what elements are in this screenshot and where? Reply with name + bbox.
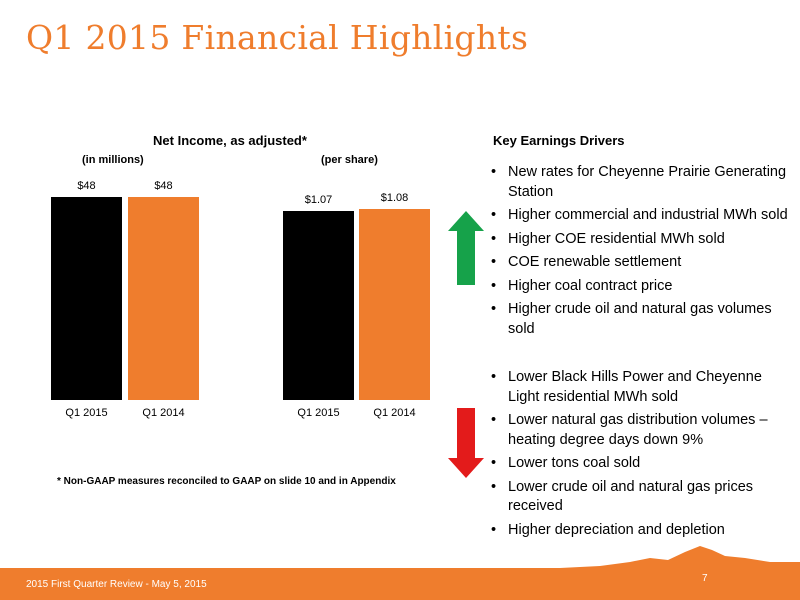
x-label-q1-2015-millions: Q1 2015 <box>65 407 108 419</box>
value-label-q1-2014-per-share: $1.08 <box>380 192 409 205</box>
list-item: Higher commercial and industrial MWh sol… <box>491 206 791 226</box>
list-item: Lower natural gas distribution volumes –… <box>491 411 791 450</box>
footer-bar <box>0 568 800 600</box>
chart-title: Net Income, as adjusted* <box>153 133 307 148</box>
bar-q1-2014-millions <box>128 197 199 400</box>
list-item: Lower Black Hills Power and Cheyenne Lig… <box>491 368 791 407</box>
positive-drivers-list: New rates for Cheyenne Prairie Generatin… <box>491 163 791 343</box>
chart-unit-millions: (in millions) <box>82 154 144 166</box>
drivers-heading: Key Earnings Drivers <box>493 133 625 148</box>
non-gaap-footnote: * Non-GAAP measures reconciled to GAAP o… <box>57 476 396 487</box>
bar-q1-2014-per-share <box>359 209 430 400</box>
value-label-q1-2015-millions: $48 <box>77 180 96 192</box>
bar-q1-2015-millions <box>51 197 122 400</box>
x-label-q1-2014-per-share: Q1 2014 <box>373 407 416 419</box>
up-arrow-icon <box>448 211 484 285</box>
chart-unit-per-share: (per share) <box>321 154 378 166</box>
footer-date: 2015 First Quarter Review - May 5, 2015 <box>26 579 207 590</box>
list-item: COE renewable settlement <box>491 253 791 273</box>
list-item: Lower crude oil and natural gas prices r… <box>491 478 791 517</box>
value-label-q1-2015-per-share: $1.07 <box>304 194 333 206</box>
list-item: Lower tons coal sold <box>491 454 791 474</box>
x-label-q1-2014-millions: Q1 2014 <box>142 407 185 419</box>
list-item: Higher depreciation and depletion <box>491 521 791 541</box>
list-item: Higher coal contract price <box>491 277 791 297</box>
list-item: Higher COE residential MWh sold <box>491 230 791 250</box>
value-label-q1-2014-millions: $48 <box>154 180 173 192</box>
negative-drivers-list: Lower Black Hills Power and Cheyenne Lig… <box>491 368 791 544</box>
x-label-q1-2015-per-share: Q1 2015 <box>297 407 340 419</box>
down-arrow-icon <box>448 408 484 478</box>
list-item: New rates for Cheyenne Prairie Generatin… <box>491 163 791 202</box>
mountain-decoration <box>560 546 800 570</box>
list-item: Higher crude oil and natural gas volumes… <box>491 300 791 339</box>
page-number: 7 <box>702 573 708 584</box>
bar-q1-2015-per-share <box>283 211 354 400</box>
slide-title: Q1 2015 Financial Highlights <box>26 18 529 57</box>
